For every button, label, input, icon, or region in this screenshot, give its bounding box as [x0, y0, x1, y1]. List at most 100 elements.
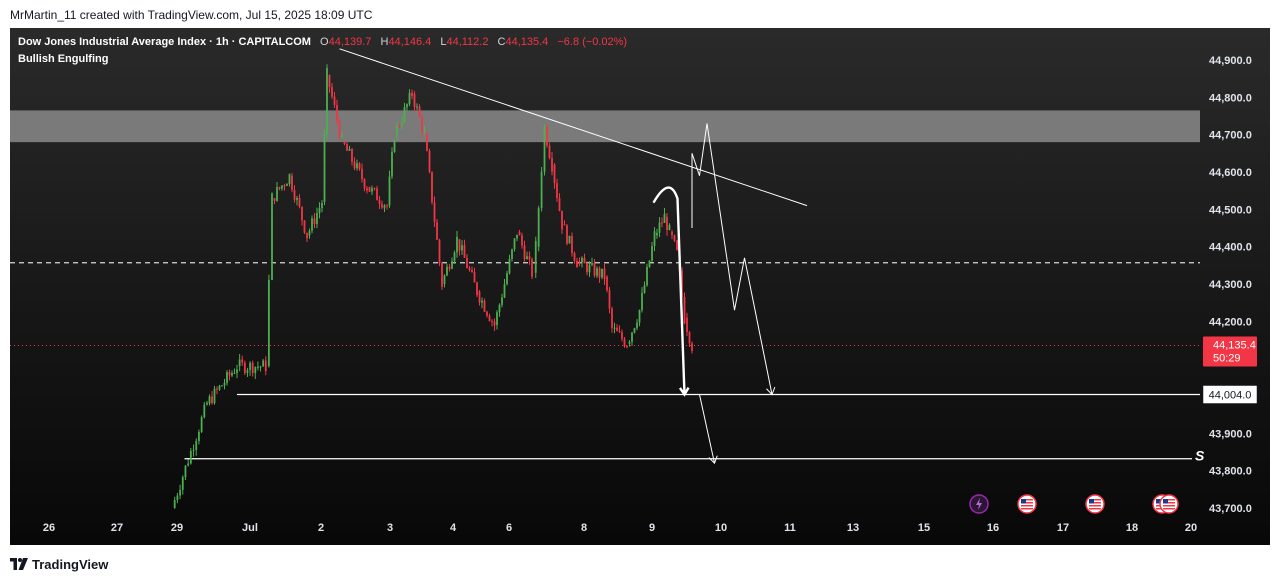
candle-up [203, 404, 206, 418]
candle-up [496, 312, 498, 326]
candle-up [636, 322, 638, 329]
low-label: L [440, 36, 447, 48]
flag-canton [1163, 499, 1168, 504]
candle-down [621, 332, 623, 340]
us-flag-icon[interactable] [1017, 494, 1037, 514]
candle-down [301, 206, 303, 221]
candle-up [648, 260, 651, 267]
candle-down [398, 125, 401, 127]
candle-down [313, 218, 316, 225]
legend-ohlc-row: Dow Jones Industrial Average Index · 1h … [18, 34, 627, 51]
candle-up [176, 495, 179, 501]
candle-up [446, 266, 448, 276]
candle-down [346, 144, 348, 151]
candle-down [466, 257, 468, 269]
open-label: O [320, 36, 329, 48]
forecast-arrow-secondary [699, 394, 715, 464]
candle-up [423, 131, 426, 133]
us-flag-icon[interactable] [1085, 494, 1105, 514]
candle-up [259, 366, 262, 368]
candle-up [408, 92, 411, 105]
candle-down [608, 290, 611, 309]
y-tick-label: 44,200.0 [1209, 316, 1252, 328]
forecast-arrow-main [652, 186, 686, 395]
y-tick-label: 44,300.0 [1209, 279, 1252, 291]
x-tick-label: 4 [450, 522, 457, 534]
candle-down [366, 188, 368, 191]
candle-up [631, 332, 633, 342]
candle-up [246, 370, 249, 373]
candle-down [618, 331, 621, 333]
flag-stripe [1163, 502, 1175, 504]
high-value: 44,146.4 [388, 36, 432, 48]
candle-up [501, 297, 503, 305]
candle-up [643, 285, 646, 293]
candle-down [626, 346, 628, 348]
candle-down [491, 320, 493, 322]
candle-down [336, 104, 338, 121]
chart-area[interactable]: S 26 27 29 Jul 2 3 4 6 8 9 10 11 13 15 16 17 18 20 44,900… [10, 28, 1270, 545]
candle-down [458, 239, 461, 251]
y-tick-label: 44,600.0 [1209, 167, 1252, 179]
candle-down [426, 134, 428, 151]
candle-up [391, 151, 393, 177]
candle-down [468, 268, 471, 271]
candle-up [208, 396, 211, 404]
candle-down [683, 296, 686, 324]
trendline [339, 48, 808, 207]
flag-stripe [1089, 502, 1101, 504]
candle-down [328, 74, 331, 87]
candle-up [321, 203, 323, 209]
candle-up [388, 176, 391, 206]
candle-down [436, 222, 438, 240]
candle-up [653, 231, 656, 246]
candle-up [318, 208, 321, 214]
candle-down [428, 150, 431, 172]
candle-up [187, 463, 190, 466]
candle-down [571, 235, 573, 254]
candle-down [531, 259, 533, 277]
change-value: −6.8 (−0.02%) [557, 36, 628, 48]
candle-down [363, 179, 366, 189]
candle-down [438, 239, 441, 264]
candle-down [273, 198, 276, 201]
tradingview-brand: TradingView [32, 556, 109, 572]
symbol-title[interactable]: Dow Jones Industrial Average Index · 1h … [18, 36, 311, 48]
flag-canton [1021, 499, 1026, 504]
candle-up [638, 309, 641, 323]
candle-down [518, 231, 521, 236]
candle-down [381, 203, 383, 208]
price-chart[interactable]: S 26 27 29 Jul 2 3 4 6 8 9 10 11 13 15 16 17 18 20 44,900… [10, 28, 1270, 545]
candle-up [371, 188, 373, 192]
candle-down [493, 321, 496, 326]
indicator-name[interactable]: Bullish Engulfing [18, 53, 109, 65]
candle-up [221, 385, 223, 387]
arrow-head [678, 386, 690, 397]
candle-down [291, 175, 293, 190]
x-tick-label: 2 [318, 522, 324, 534]
candle-up [396, 125, 398, 135]
x-tick-label: 10 [715, 522, 727, 534]
candle-down [548, 145, 551, 158]
flag-stripe [1089, 508, 1101, 510]
candle-up [526, 256, 528, 260]
candle-down [528, 256, 531, 260]
candle-up [628, 341, 631, 344]
candle-down [586, 263, 588, 273]
candle-down [358, 163, 361, 169]
candle-up [383, 205, 386, 208]
lightning-icon[interactable] [969, 494, 989, 514]
candle-up [213, 388, 216, 404]
candle-up [189, 450, 192, 464]
candle-up [173, 500, 176, 508]
candle-up [257, 366, 259, 368]
candle-up [641, 292, 643, 311]
us-flag-icon[interactable] [1159, 494, 1179, 514]
candle-up [613, 327, 616, 329]
candle-up [534, 240, 537, 273]
flag-stripe [1089, 499, 1101, 501]
candle-up [456, 236, 458, 253]
x-tick-label: 20 [1185, 522, 1197, 534]
candle-up [596, 268, 598, 276]
supply-zone [10, 110, 1200, 143]
